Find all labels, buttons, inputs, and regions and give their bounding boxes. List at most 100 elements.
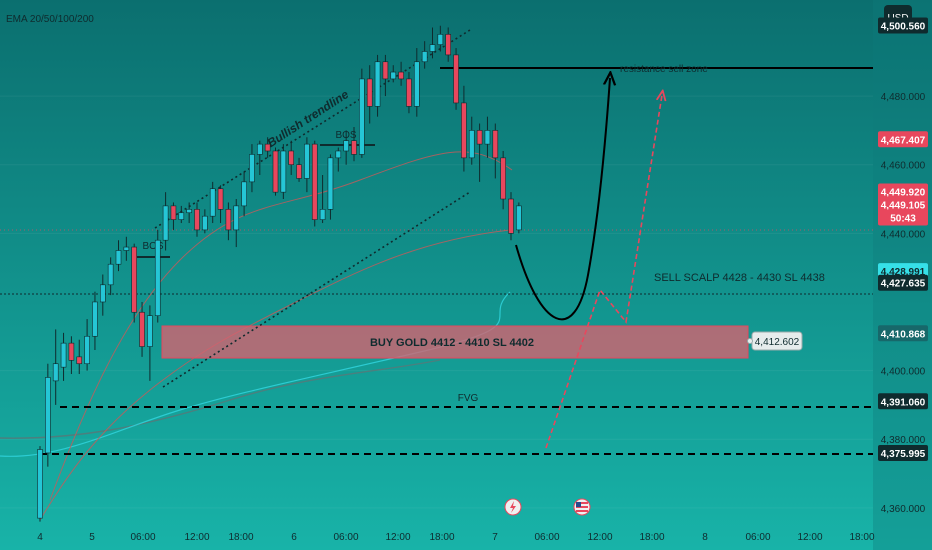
- candle-43[interactable]: [374, 54, 381, 117]
- candle-7[interactable]: [92, 291, 98, 350]
- candle-32[interactable]: [288, 140, 295, 175]
- candle-14[interactable]: [147, 305, 153, 381]
- candle-39[interactable]: [343, 130, 349, 165]
- candle-47[interactable]: [406, 72, 412, 114]
- candle-49[interactable]: [421, 41, 428, 69]
- candle-52[interactable]: [445, 27, 452, 62]
- candle-61[interactable]: [516, 202, 522, 234]
- candle-54[interactable]: [461, 85, 467, 172]
- candle-27[interactable]: [249, 144, 255, 193]
- candle-body: [468, 130, 475, 159]
- candle-57[interactable]: [484, 116, 491, 158]
- candle-10[interactable]: [115, 240, 122, 272]
- candle-4[interactable]: [68, 336, 75, 375]
- candle-44[interactable]: [382, 54, 389, 97]
- candle-body: [76, 356, 83, 365]
- candle-6[interactable]: [84, 319, 90, 371]
- buy-zone-label: BUY GOLD 4412 - 4410 SL 4402: [370, 337, 534, 349]
- zone-price-tag: 4,412.602: [747, 331, 803, 351]
- candle-2[interactable]: [52, 329, 59, 405]
- candle-body: [186, 209, 192, 214]
- candle-50[interactable]: [429, 27, 436, 59]
- candle-0[interactable]: [37, 446, 43, 522]
- candle-body: [68, 342, 75, 361]
- ema-100-line: [0, 291, 511, 457]
- candle-31[interactable]: [280, 144, 287, 200]
- candle-8[interactable]: [100, 274, 106, 316]
- buy-zone-rect[interactable]: [161, 325, 749, 359]
- fvg-label: FVG: [458, 393, 479, 404]
- candle-55[interactable]: [468, 116, 475, 165]
- candle-51[interactable]: [437, 25, 444, 52]
- time-label-13: 8: [702, 532, 708, 543]
- time-label-3: 12:00: [184, 532, 209, 543]
- time-label-11: 12:00: [587, 532, 612, 543]
- candle-body: [264, 143, 271, 152]
- candle-53[interactable]: [453, 48, 459, 110]
- candle-29[interactable]: [264, 137, 271, 158]
- event-lightning-icon[interactable]: [504, 498, 522, 516]
- candle-3[interactable]: [60, 332, 67, 381]
- candle-45[interactable]: [390, 65, 397, 83]
- candle-41[interactable]: [359, 68, 365, 158]
- candle-17[interactable]: [170, 202, 177, 230]
- time-label-2: 06:00: [130, 532, 155, 543]
- candle-16[interactable]: [162, 192, 169, 251]
- candle-56[interactable]: [476, 123, 483, 182]
- candle-body: [115, 250, 122, 265]
- candle-25[interactable]: [233, 199, 240, 248]
- candle-59[interactable]: [500, 150, 506, 210]
- candle-body: [453, 54, 459, 104]
- candle-9[interactable]: [107, 257, 114, 296]
- time-label-15: 12:00: [797, 532, 822, 543]
- candle-22[interactable]: [209, 181, 216, 224]
- candle-body: [390, 71, 397, 80]
- candle-42[interactable]: [366, 65, 373, 124]
- candle-20[interactable]: [194, 202, 200, 237]
- candle-37[interactable]: [327, 154, 334, 220]
- candle-60[interactable]: [508, 192, 514, 241]
- time-label-10: 06:00: [534, 532, 559, 543]
- candle-18[interactable]: [178, 205, 185, 224]
- candle-58[interactable]: [492, 123, 499, 179]
- price-tick-label: 4,380.000: [881, 435, 926, 446]
- candle-38[interactable]: [335, 147, 342, 172]
- candle-body: [233, 205, 240, 231]
- candle-40[interactable]: [351, 126, 357, 162]
- candle-28[interactable]: [256, 140, 263, 175]
- candle-13[interactable]: [139, 301, 145, 357]
- candle-36[interactable]: [319, 175, 326, 224]
- candle-body: [413, 61, 420, 107]
- candle-19[interactable]: [186, 202, 192, 224]
- candle-33[interactable]: [296, 157, 302, 182]
- candle-body: [327, 157, 334, 210]
- candle-30[interactable]: [272, 147, 279, 196]
- candle-34[interactable]: [304, 137, 310, 193]
- candle-48[interactable]: [413, 48, 420, 117]
- time-label-4: 18:00: [228, 532, 253, 543]
- candle-46[interactable]: [398, 61, 404, 86]
- candle-21[interactable]: [202, 209, 208, 234]
- candle-body: [170, 205, 177, 220]
- candle-body: [461, 102, 467, 159]
- price-tick-label: 4,480.000: [881, 92, 926, 103]
- candle-body: [217, 188, 224, 210]
- candle-body: [398, 71, 404, 80]
- candle-24[interactable]: [225, 202, 232, 241]
- svg-text:4,500.560: 4,500.560: [881, 22, 926, 33]
- candle-1[interactable]: [45, 363, 51, 467]
- candle-35[interactable]: [311, 140, 318, 227]
- candle-26[interactable]: [241, 171, 247, 217]
- event-us-flag-icon[interactable]: [573, 498, 591, 516]
- candle-11[interactable]: [123, 236, 130, 261]
- candle-15[interactable]: [154, 229, 161, 323]
- candle-body: [304, 143, 310, 179]
- candle-5[interactable]: [76, 339, 83, 375]
- candle-body: [225, 209, 232, 231]
- sell-scalp-label: SELL SCALP 4428 - 4430 SL 4438: [654, 272, 825, 284]
- candle-body: [107, 263, 114, 286]
- candle-23[interactable]: [217, 185, 224, 224]
- candle-12[interactable]: [131, 243, 137, 323]
- time-label-1: 5: [89, 532, 95, 543]
